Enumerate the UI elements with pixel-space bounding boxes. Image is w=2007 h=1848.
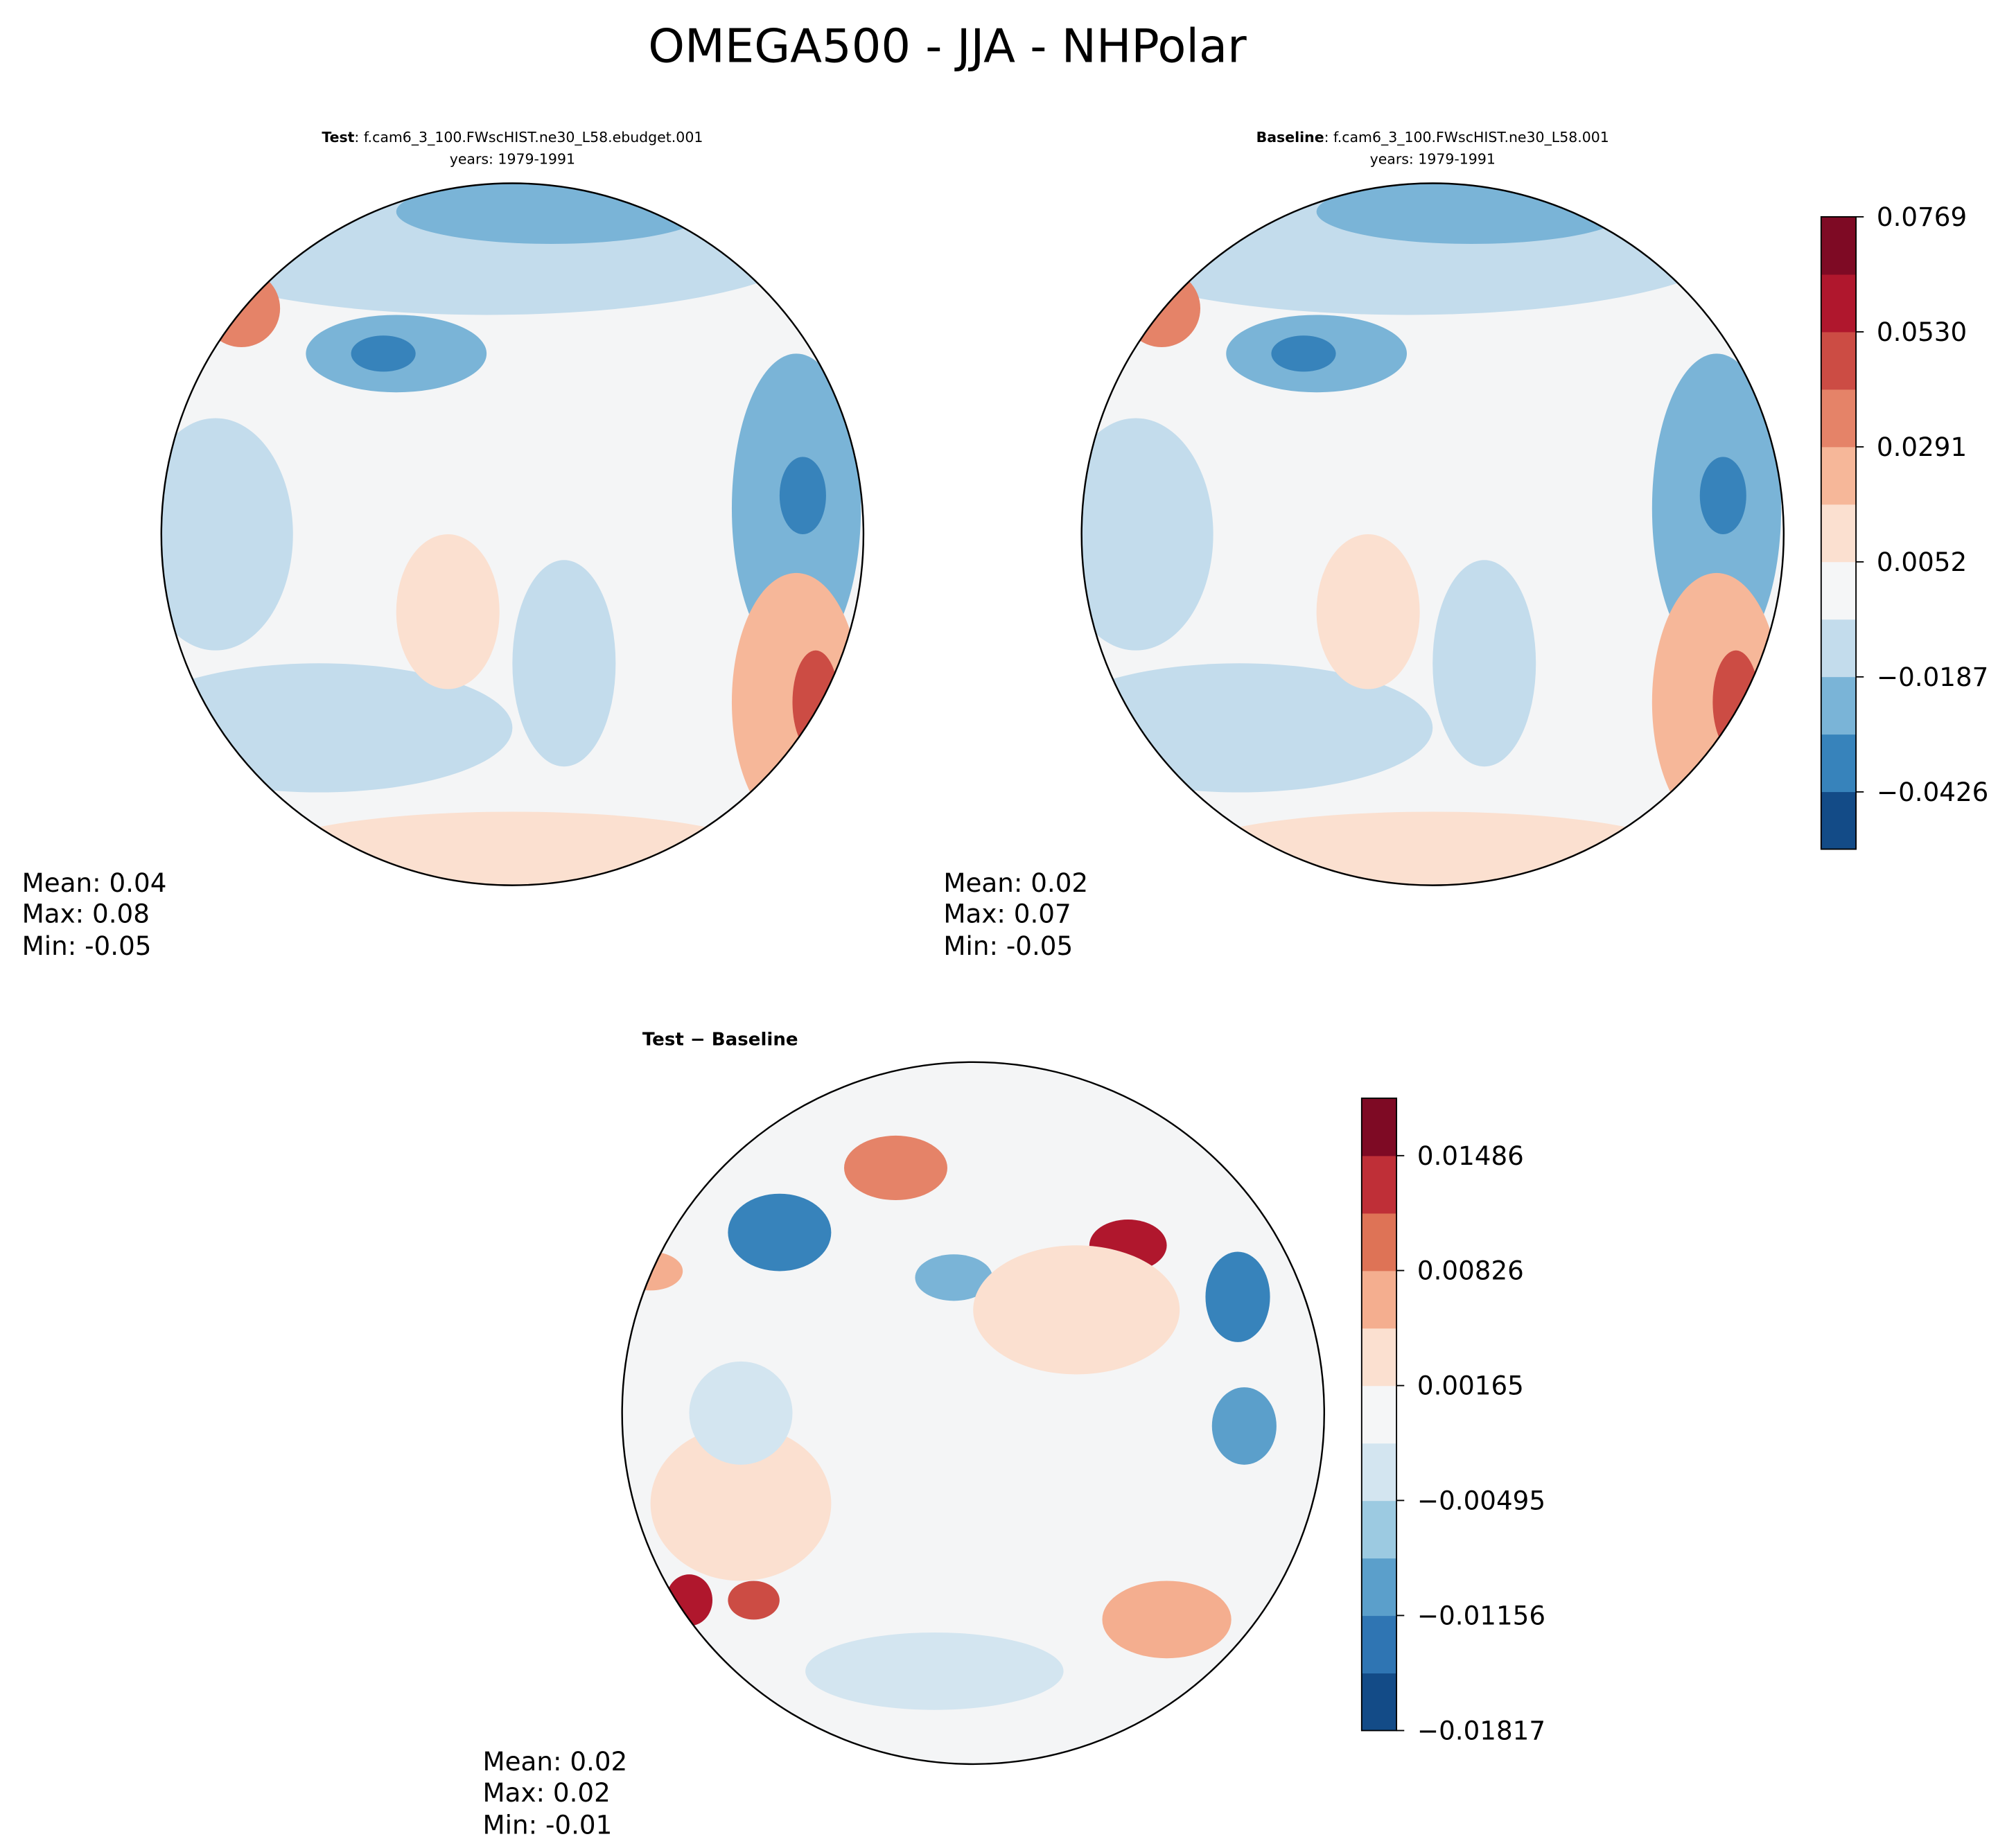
stat: Min: -0.05 <box>22 931 152 961</box>
stat: Max: 0.02 <box>483 1777 611 1808</box>
colorbar-band <box>1821 504 1857 563</box>
map-title: Test: f.cam6_3_100.FWscHIST.ne30_L58.ebu… <box>322 129 703 146</box>
colorbar-band <box>1361 1155 1397 1214</box>
colorbar-tick-label: −0.0426 <box>1877 777 1988 807</box>
colorbar-band <box>1361 1328 1397 1387</box>
colorbar-tick-label: 0.00826 <box>1417 1256 1524 1286</box>
colorbar-band <box>1821 619 1857 678</box>
map-boundary <box>160 182 865 886</box>
colorbar-band <box>1821 676 1857 735</box>
colorbar-band <box>1361 1098 1397 1156</box>
colorbar-band <box>1361 1673 1397 1732</box>
map-title-text: : f.cam6_3_100.FWscHIST.ne30_L58.ebudget… <box>354 129 703 146</box>
colorbar-band <box>1821 216 1857 275</box>
stat: Mean: 0.02 <box>483 1746 628 1777</box>
map-boundary <box>621 1061 1326 1766</box>
colorbar-band <box>1361 1558 1397 1617</box>
map-title-bold: Test <box>322 129 354 146</box>
colorbar-band <box>1361 1500 1397 1559</box>
colorbar-band <box>1821 389 1857 448</box>
colorbar-band <box>1821 446 1857 505</box>
colorbar-band <box>1361 1443 1397 1502</box>
stat: Min: -0.05 <box>943 931 1073 961</box>
colorbar-band <box>1361 1270 1397 1329</box>
colorbar-frame <box>1820 215 1857 850</box>
stat: Mean: 0.02 <box>943 868 1088 898</box>
colorbar-tick-label: −0.0187 <box>1877 662 1988 692</box>
colorbar-tick-label: 0.00165 <box>1417 1371 1524 1401</box>
colorbar-tick-label: 0.0052 <box>1877 547 1967 577</box>
colorbar-band <box>1821 561 1857 620</box>
colorbar-band <box>1821 274 1857 333</box>
stat: Max: 0.08 <box>22 899 150 929</box>
map-title-bold: Baseline <box>1256 129 1324 146</box>
colorbar-tick-label: −0.00495 <box>1417 1485 1545 1515</box>
map-title: Baseline: f.cam6_3_100.FWscHIST.ne30_L58… <box>1256 129 1609 146</box>
colorbar-band <box>1821 734 1857 793</box>
colorbar-band <box>1361 1615 1397 1674</box>
colorbar-tick-label: 0.0769 <box>1877 202 1967 232</box>
colorbar-tick-label: 0.0530 <box>1877 317 1967 347</box>
stat: Min: -0.01 <box>483 1809 613 1840</box>
colorbar-tick-label: 0.0291 <box>1877 432 1967 462</box>
map-title-text: : f.cam6_3_100.FWscHIST.ne30_L58.001 <box>1324 129 1609 146</box>
stat: Max: 0.07 <box>943 899 1071 929</box>
colorbar-band <box>1361 1213 1397 1271</box>
colorbar-band <box>1821 331 1857 390</box>
map-boundary <box>1080 182 1785 886</box>
colorbar-tick-label: −0.01817 <box>1417 1716 1545 1746</box>
stat: Mean: 0.04 <box>22 868 167 898</box>
figure-title: OMEGA500 - JJA - NHPolar <box>648 19 1247 73</box>
map-subtitle: years: 1979-1991 <box>450 151 575 168</box>
map-subtitle: years: 1979-1991 <box>1370 151 1496 168</box>
map-field <box>622 1062 1324 1764</box>
colorbar-frame <box>1360 1097 1398 1732</box>
colorbar-tick-label: −0.01156 <box>1417 1600 1545 1630</box>
colorbar-tick-label: 0.01486 <box>1417 1141 1524 1171</box>
colorbar-band <box>1361 1385 1397 1444</box>
colorbar-band <box>1821 791 1857 850</box>
map-title: Test − Baseline <box>642 1030 798 1050</box>
